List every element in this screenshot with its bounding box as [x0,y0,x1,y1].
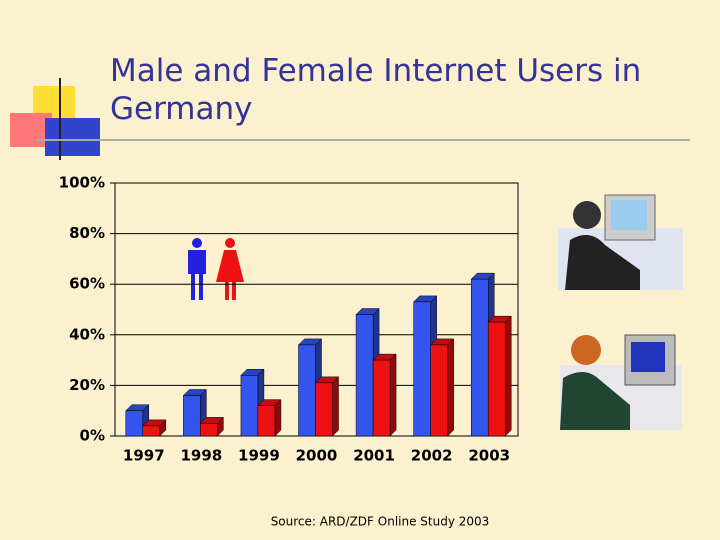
bar-side [504,315,512,437]
bar-side [332,376,339,437]
y-tick-label: 40% [69,325,105,343]
x-tick-label: 2001 [353,447,395,465]
x-tick-label: 2002 [411,447,453,465]
x-tick-label: 1998 [180,447,222,465]
bar [125,410,144,437]
bar [257,405,276,437]
male-icon [199,272,203,300]
male-icon [192,238,202,248]
bar [413,301,431,437]
bar [372,359,391,437]
female-icon [225,238,235,248]
clipart [573,201,601,229]
x-tick-label: 1999 [238,447,280,465]
clipart-woman [560,334,682,430]
clipart-man [558,194,683,290]
slide-title: Male and Female Internet Users in German… [110,53,642,127]
bar-side [389,353,397,437]
bar-side [274,399,282,437]
y-tick-label: 20% [69,376,105,394]
clipart [611,200,647,230]
bar [200,423,218,437]
x-tick-label: 2003 [468,447,510,465]
x-tick-label: 1997 [123,447,165,465]
bar [298,344,316,437]
bar [355,314,374,437]
source-note: Source: ARD/ZDF Online Study 2003 [271,515,490,529]
clipart [565,235,640,290]
y-tick-label: 60% [69,275,105,293]
clipart [560,371,630,430]
bar [183,395,201,437]
y-tick-label: 100% [59,174,105,192]
legend-icons [188,238,244,300]
clipart [631,342,665,372]
bar [315,382,333,437]
female-icon [216,250,244,282]
bar-side [447,338,454,437]
female-icon [232,280,236,300]
bar [430,344,448,437]
bar [487,321,506,437]
male-icon [191,272,195,300]
clipart [571,335,601,365]
bar [470,278,489,437]
y-tick-label: 0% [80,427,105,445]
bar [240,375,259,437]
x-tick-label: 2000 [296,447,338,465]
deco-square [45,118,100,156]
bar [142,425,161,437]
female-icon [225,280,229,300]
male-icon [188,250,206,274]
y-tick-label: 80% [69,224,105,242]
